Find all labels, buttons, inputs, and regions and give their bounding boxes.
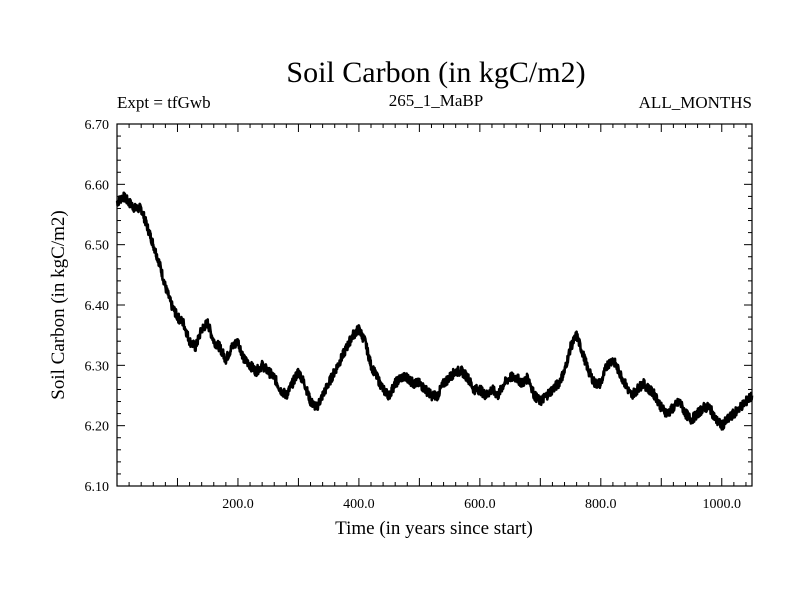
series-line-soil-carbon <box>115 191 754 431</box>
y-tick-labels: 6.10 6.20 6.30 6.40 6.50 6.60 6.70 <box>85 118 110 495</box>
months-label: ALL_MONTHS <box>639 93 752 112</box>
y-tick-label: 6.10 <box>85 480 110 495</box>
x-tick-label: 1000.0 <box>703 497 742 512</box>
x-tick-label: 200.0 <box>222 497 254 512</box>
x-tick-label: 400.0 <box>343 497 375 512</box>
y-tick-label: 6.30 <box>85 359 110 374</box>
x-tick-label: 800.0 <box>585 497 617 512</box>
y-tick-label: 6.50 <box>85 239 110 254</box>
x-axis-label: Time (in years since start) <box>335 518 533 539</box>
expt-label: Expt = tfGwb <box>117 93 211 112</box>
chart-title: Soil Carbon (in kgC/m2) <box>286 56 585 89</box>
x-tick-label: 600.0 <box>464 497 496 512</box>
y-tick-label: 6.40 <box>85 299 110 314</box>
plot-frame <box>116 123 753 487</box>
axis-ticks <box>117 124 752 486</box>
y-tick-label: 6.60 <box>85 178 110 193</box>
period-label: 265_1_MaBP <box>389 91 483 110</box>
y-axis-label: Soil Carbon (in kgC/m2) <box>48 210 69 399</box>
x-tick-labels: 200.0 400.0 600.0 800.0 1000.0 <box>222 497 741 512</box>
y-tick-label: 6.20 <box>85 420 110 435</box>
y-tick-label: 6.70 <box>85 118 110 133</box>
